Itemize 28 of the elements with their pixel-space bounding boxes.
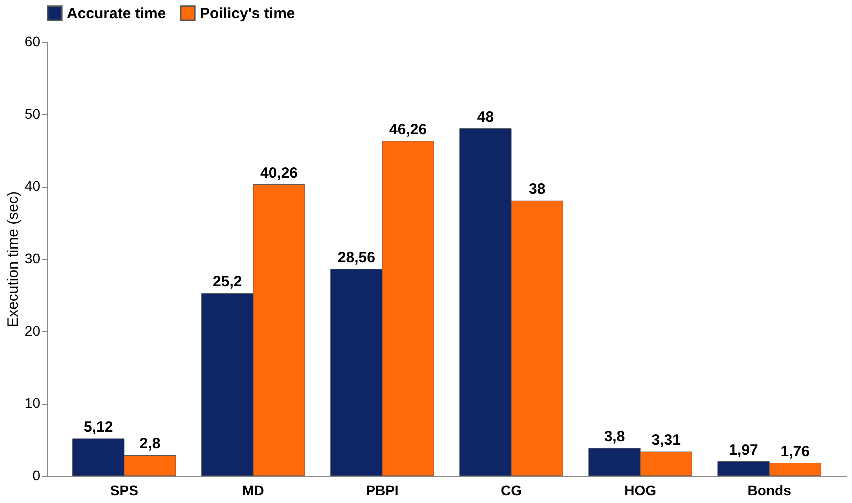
data-label: 3,31 xyxy=(652,432,681,450)
y-tick-label: 30 xyxy=(24,250,41,266)
x-tick-label: PBPI xyxy=(366,482,399,498)
legend-label: Accurate time xyxy=(67,5,166,22)
data-label: 38 xyxy=(528,181,546,198)
x-tick-label: SPS xyxy=(110,482,138,498)
data-label: 40,26 xyxy=(260,164,298,182)
x-tick-label: CG xyxy=(501,482,522,498)
x-tick-label: HOG xyxy=(624,482,657,498)
x-tick-label: MD xyxy=(242,482,264,498)
y-tick-label: 60 xyxy=(24,34,41,50)
data-label: 28,56 xyxy=(338,249,376,266)
legend-label: Poilicy's time xyxy=(200,5,296,22)
data-label: 5,12 xyxy=(84,418,114,436)
x-tick-label: Bonds xyxy=(748,482,792,498)
data-label: 2,8 xyxy=(140,436,161,453)
data-label: 3,8 xyxy=(604,428,626,446)
data-label: 1,97 xyxy=(729,442,758,459)
y-axis-title: Execution time (sec) xyxy=(4,192,22,328)
y-tick-label: 40 xyxy=(24,178,41,194)
data-label: 46,26 xyxy=(390,121,428,138)
data-label: 25,2 xyxy=(213,274,242,291)
y-tick-label: 10 xyxy=(24,395,41,412)
data-label: 48 xyxy=(477,108,494,126)
data-label: 1,76 xyxy=(780,443,810,460)
y-tick-label: 0 xyxy=(32,468,41,484)
y-tick-label: 50 xyxy=(24,106,41,122)
y-tick-label: 20 xyxy=(24,322,41,339)
